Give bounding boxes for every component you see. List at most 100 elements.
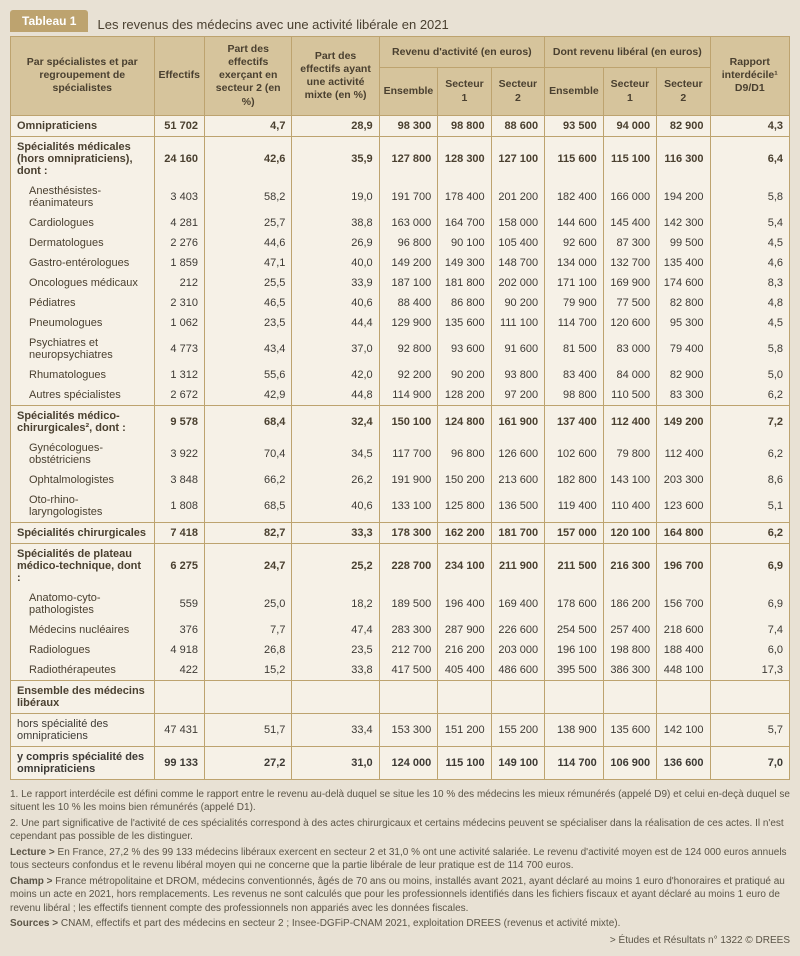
cell: 142 300: [657, 213, 710, 233]
cell: 149 300: [438, 253, 491, 273]
row-label: Spécialités chirurgicales: [11, 522, 155, 543]
cell: 148 700: [491, 253, 544, 273]
cell: 150 200: [438, 470, 491, 490]
cell: 111 100: [491, 313, 544, 333]
cell: 4,8: [710, 293, 789, 313]
row-label: Psychiatres et neuropsychiatres: [11, 333, 155, 365]
cell: 24,7: [204, 543, 291, 588]
note-lecture: Lecture > En France, 27,2 % des 99 133 m…: [10, 846, 790, 873]
col-specialistes: Par spécialistes et par regroupement de …: [11, 37, 155, 116]
row-label: Spécialités médico-chirurgicales², dont …: [11, 405, 155, 438]
cell: 181 700: [491, 522, 544, 543]
cell: 6,2: [710, 522, 789, 543]
note-lecture-text: En France, 27,2 % des 99 133 médecins li…: [10, 847, 787, 872]
cell: 196 100: [545, 640, 604, 660]
table-notes: 1. Le rapport interdécile est défini com…: [10, 788, 790, 931]
cell: 155 200: [491, 713, 544, 746]
row-label: Pneumologues: [11, 313, 155, 333]
cell: 7,7: [204, 620, 291, 640]
revenue-table: Par spécialistes et par regroupement de …: [10, 36, 790, 780]
cell: 112 400: [657, 438, 710, 470]
cell: 79 800: [603, 438, 656, 470]
cell: 35,9: [292, 136, 379, 181]
cell: 283 300: [379, 620, 438, 640]
cell: 1 808: [154, 490, 204, 523]
cell: 93 800: [491, 365, 544, 385]
cell: 5,1: [710, 490, 789, 523]
row-label: Radiothérapeutes: [11, 660, 155, 681]
cell: 135 600: [438, 313, 491, 333]
cell: 8,6: [710, 470, 789, 490]
table-row: Omnipraticiens51 7024,728,998 30098 8008…: [11, 115, 790, 136]
cell: 4,6: [710, 253, 789, 273]
cell: 151 200: [438, 713, 491, 746]
cell: 88 600: [491, 115, 544, 136]
cell: 70,4: [204, 438, 291, 470]
col-ra-s1: Secteur 1: [438, 68, 491, 115]
cell: 44,8: [292, 385, 379, 406]
cell: 42,6: [204, 136, 291, 181]
cell: 4 918: [154, 640, 204, 660]
cell: 47 431: [154, 713, 204, 746]
cell: 3 848: [154, 470, 204, 490]
cell: 84 000: [603, 365, 656, 385]
cell: 4,3: [710, 115, 789, 136]
cell: 203 300: [657, 470, 710, 490]
cell: 143 100: [603, 470, 656, 490]
cell: 24 160: [154, 136, 204, 181]
cell: 77 500: [603, 293, 656, 313]
row-label: Anesthésistes-réanimateurs: [11, 181, 155, 213]
col-interdecile: Rapport interdécile¹ D9/D1: [710, 37, 789, 116]
cell: 79 900: [545, 293, 604, 313]
cell: 156 700: [657, 588, 710, 620]
cell: 114 700: [545, 313, 604, 333]
cell: 4,7: [204, 115, 291, 136]
cell: 134 000: [545, 253, 604, 273]
cell: 90 200: [491, 293, 544, 313]
cell: 117 700: [379, 438, 438, 470]
cell: 1 859: [154, 253, 204, 273]
cell: 395 500: [545, 660, 604, 681]
cell: 9 578: [154, 405, 204, 438]
cell: 114 900: [379, 385, 438, 406]
cell: 191 700: [379, 181, 438, 213]
cell: 405 400: [438, 660, 491, 681]
col-rl-s1: Secteur 1: [603, 68, 656, 115]
cell: 128 200: [438, 385, 491, 406]
colgroup-revenu-activite: Revenu d'activité (en euros): [379, 37, 544, 68]
cell: 149 200: [379, 253, 438, 273]
cell: [379, 680, 438, 713]
cell: 188 400: [657, 640, 710, 660]
cell: 169 900: [603, 273, 656, 293]
cell: 90 100: [438, 233, 491, 253]
table-row: Oncologues médicaux21225,533,9187 100181…: [11, 273, 790, 293]
cell: 55,6: [204, 365, 291, 385]
cell: 218 600: [657, 620, 710, 640]
cell: 4 281: [154, 213, 204, 233]
table-row: Spécialités de plateau médico-technique,…: [11, 543, 790, 588]
cell: 3 922: [154, 438, 204, 470]
cell: 186 200: [603, 588, 656, 620]
cell: 191 900: [379, 470, 438, 490]
cell: 26,9: [292, 233, 379, 253]
cell: 145 400: [603, 213, 656, 233]
cell: 201 200: [491, 181, 544, 213]
cell: 23,5: [204, 313, 291, 333]
table-row: Radiologues4 91826,823,5212 700216 20020…: [11, 640, 790, 660]
table-row: Spécialités médico-chirurgicales², dont …: [11, 405, 790, 438]
table-row: Autres spécialistes2 67242,944,8114 9001…: [11, 385, 790, 406]
cell: 164 700: [438, 213, 491, 233]
cell: 116 300: [657, 136, 710, 181]
cell: 127 800: [379, 136, 438, 181]
cell: 161 900: [491, 405, 544, 438]
cell: 211 500: [545, 543, 604, 588]
cell: 124 800: [438, 405, 491, 438]
cell: 202 000: [491, 273, 544, 293]
cell: 95 300: [657, 313, 710, 333]
cell: 58,2: [204, 181, 291, 213]
cell: 5,8: [710, 181, 789, 213]
row-label: Oncologues médicaux: [11, 273, 155, 293]
cell: 42,9: [204, 385, 291, 406]
cell: 96 800: [379, 233, 438, 253]
cell: 194 200: [657, 181, 710, 213]
